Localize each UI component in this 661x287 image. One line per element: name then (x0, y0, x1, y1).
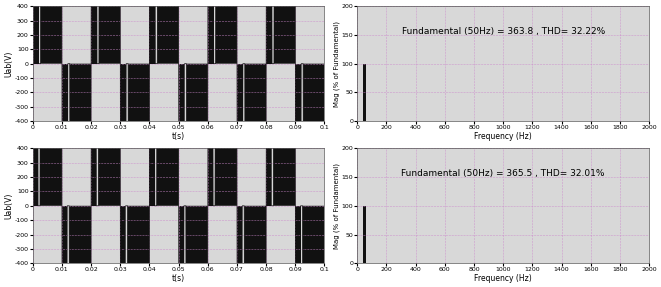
Bar (363, 206, 366, 263)
Text: Fundamental (50Hz) = 363.8 , THD= 32.22%: Fundamental (50Hz) = 363.8 , THD= 32.22% (401, 27, 605, 36)
Bar (363, 64, 366, 121)
X-axis label: t(s): t(s) (172, 274, 185, 283)
X-axis label: Frequency (Hz): Frequency (Hz) (475, 132, 532, 141)
X-axis label: Frequency (Hz): Frequency (Hz) (475, 274, 532, 283)
Y-axis label: Mag (% of Fundamental): Mag (% of Fundamental) (334, 21, 340, 107)
X-axis label: t(s): t(s) (172, 132, 185, 141)
Text: Fundamental (50Hz) = 365.5 , THD= 32.01%: Fundamental (50Hz) = 365.5 , THD= 32.01% (401, 169, 605, 178)
Y-axis label: Uab(V): Uab(V) (4, 193, 13, 219)
Y-axis label: Mag (% of Fundamental): Mag (% of Fundamental) (334, 163, 340, 249)
Y-axis label: Uab(V): Uab(V) (4, 51, 13, 77)
